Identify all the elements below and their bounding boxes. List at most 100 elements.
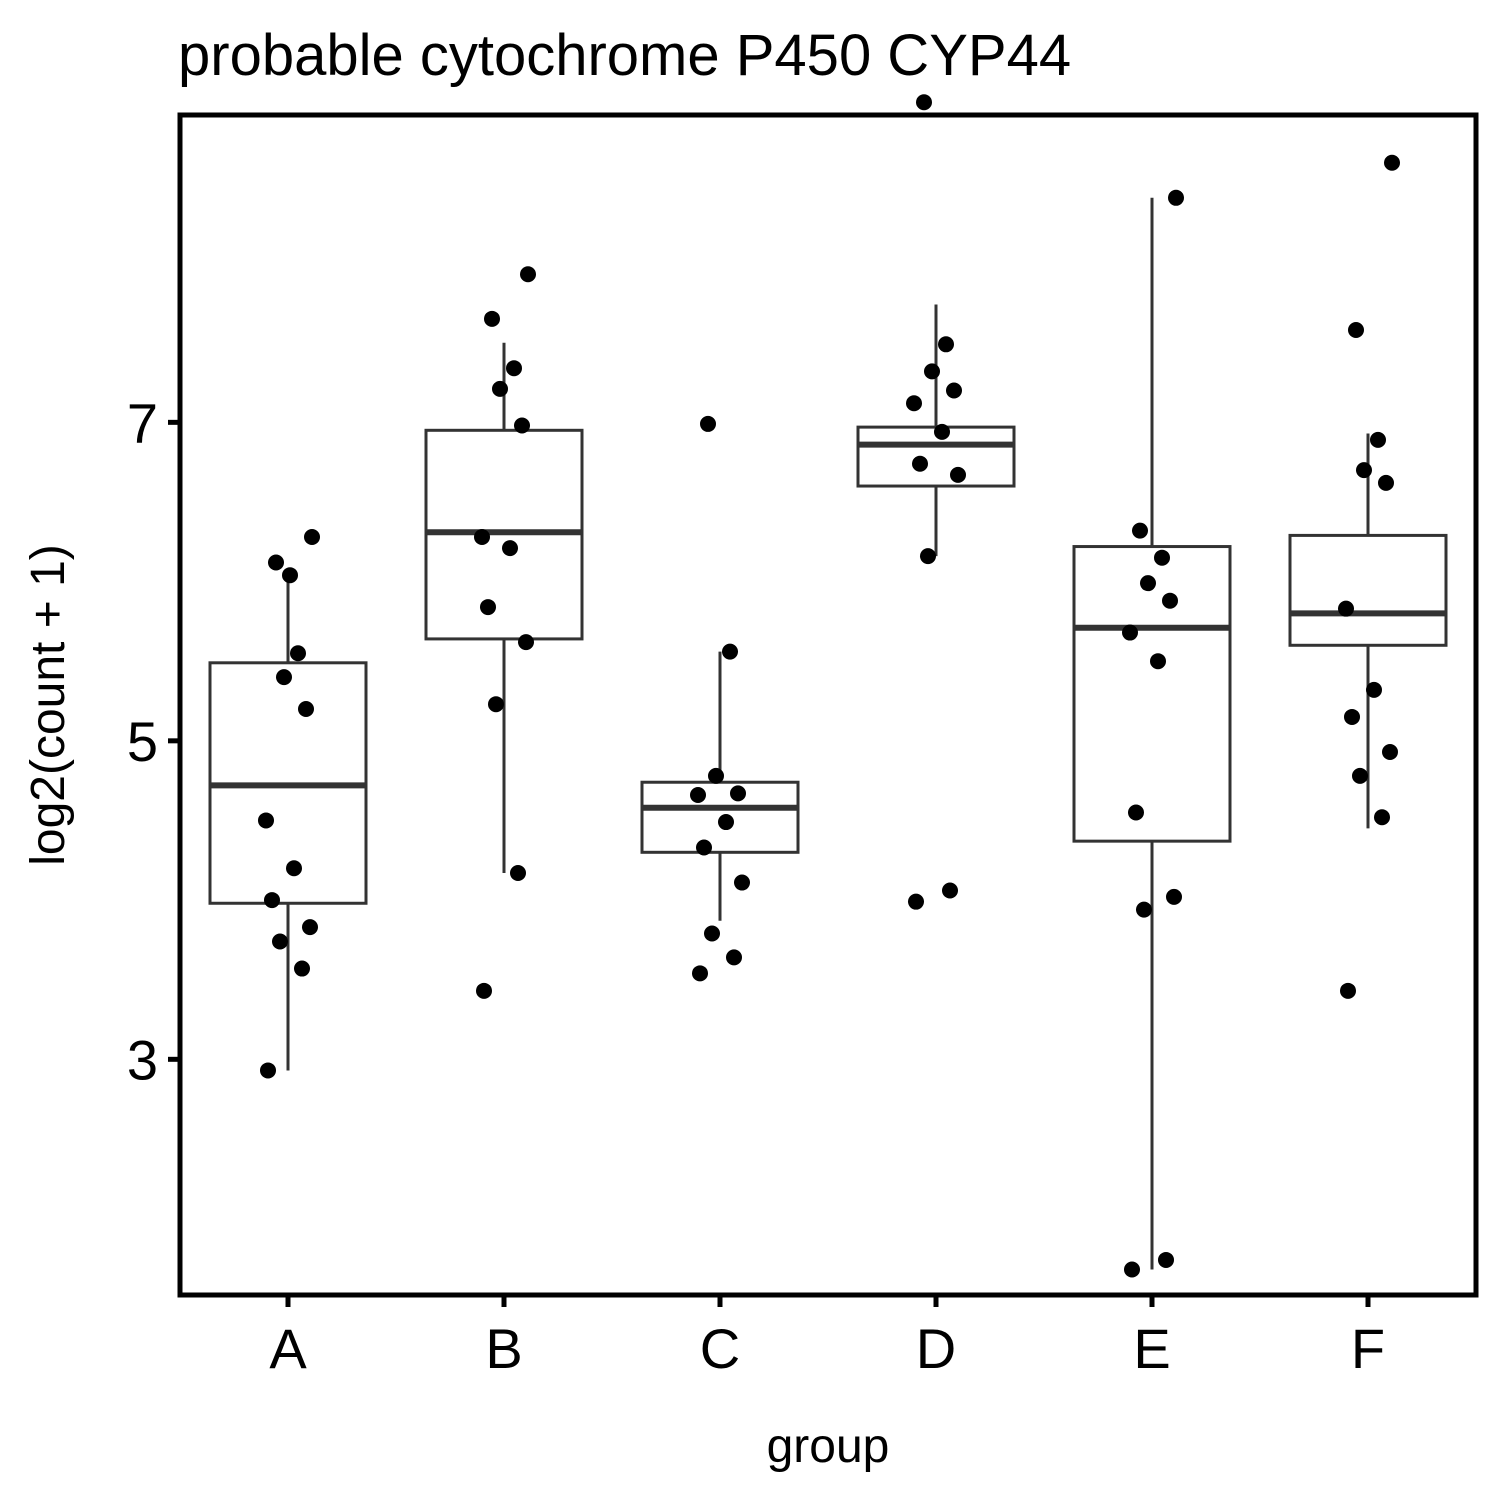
x-tick-label: B [485,1317,522,1380]
y-tick-label: 7 [127,391,158,454]
y-tick-label: 3 [127,1028,158,1091]
data-point [1374,809,1390,826]
box-C [640,651,800,921]
iqr-box [1288,533,1448,647]
x-tick-label: E [1133,1317,1170,1380]
data-point [488,696,504,713]
data-point [1158,1251,1174,1268]
data-point [272,933,288,950]
data-point [906,395,922,412]
data-point [938,336,954,353]
iqr-box [1072,545,1232,843]
data-point [1168,189,1184,206]
data-point [1124,1261,1140,1278]
x-axis-title: group [767,1420,890,1473]
data-point [730,785,746,802]
data-point [474,528,490,545]
data-point [700,415,716,432]
data-point [704,925,720,942]
data-point [1136,901,1152,918]
x-tick-label: F [1351,1317,1385,1380]
data-point [1150,653,1166,670]
y-tick-label: 5 [127,710,158,773]
data-point [1140,575,1156,592]
data-point [924,363,940,380]
data-point [1356,462,1372,479]
points-E [1122,189,1184,1278]
y-axis-title: log2(count + 1) [22,544,75,866]
points-D [906,94,966,910]
data-point [502,540,518,557]
data-point [1338,600,1354,617]
box-F [1288,433,1448,829]
data-point [1382,743,1398,760]
data-point [260,1062,276,1079]
data-point [518,634,534,651]
data-point [1352,767,1368,784]
data-point [708,767,724,784]
data-point [1162,592,1178,609]
data-point [718,814,734,831]
data-point [1370,431,1386,448]
data-point [302,919,318,936]
data-point [510,865,526,882]
data-point [264,892,280,909]
box-A [208,568,368,1071]
data-point [1132,522,1148,539]
plot-area [208,94,1448,1278]
data-point [268,554,284,571]
data-point [722,643,738,660]
data-point [1344,708,1360,725]
data-point [920,548,936,565]
data-point [916,94,932,111]
data-point [1366,681,1382,698]
data-point [934,423,950,440]
points-A [258,528,320,1079]
points-F [1338,154,1400,999]
data-point [726,949,742,966]
data-point [946,382,962,399]
box-B [424,342,584,874]
data-point [1340,982,1356,999]
data-point [294,960,310,977]
data-point [1166,888,1182,905]
data-point [258,812,274,829]
data-point [696,839,712,856]
data-point [1154,549,1170,566]
data-point [282,567,298,584]
data-point [484,310,500,327]
data-point [476,982,492,999]
data-point [1348,321,1364,338]
data-point [1128,804,1144,821]
data-point [690,786,706,803]
data-point [480,599,496,616]
data-point [298,700,314,717]
data-point [942,882,958,899]
data-point [492,380,508,397]
x-tick-label: C [700,1317,740,1380]
data-point [506,360,522,377]
data-point [1378,474,1394,491]
data-point [912,455,928,472]
data-point [692,965,708,982]
data-point [304,528,320,545]
data-point [520,266,536,283]
data-point [734,874,750,891]
x-tick-label: A [269,1317,307,1380]
data-point [514,417,530,434]
data-point [908,893,924,910]
data-point [1384,154,1400,171]
data-point [276,669,292,686]
points-C [690,415,750,982]
chart-title: probable cytochrome P450 CYP44 [178,23,1071,88]
x-tick-label: D [916,1317,956,1380]
box-E [1072,197,1232,1270]
data-point [1122,624,1138,641]
data-point [290,645,306,662]
data-point [950,466,966,483]
axes: A B C D E F 3 5 7 [127,391,1385,1380]
panel-border [177,112,1479,1298]
data-point [286,860,302,877]
points-B [474,266,536,999]
